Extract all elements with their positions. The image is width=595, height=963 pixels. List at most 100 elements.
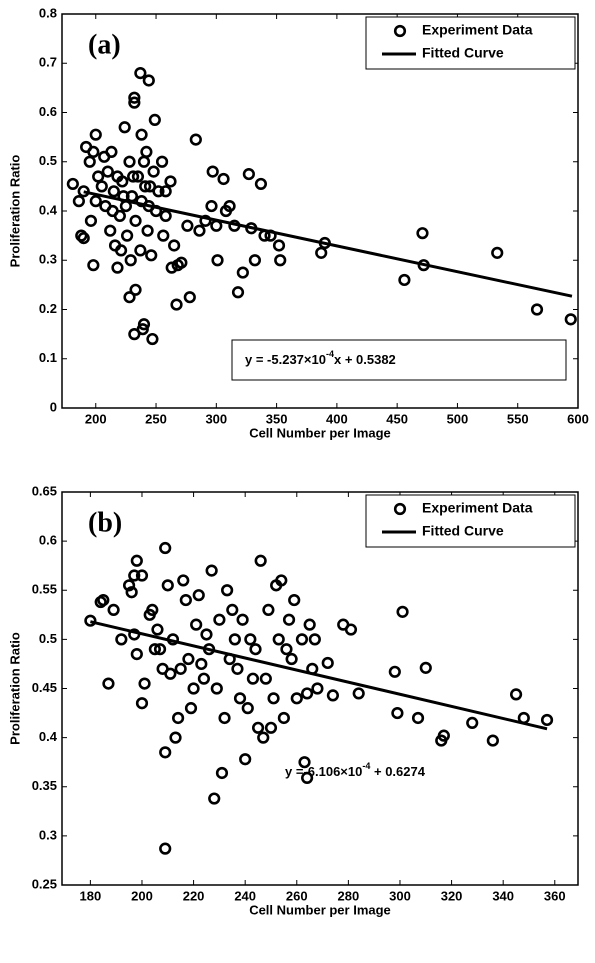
- data-point: [104, 224, 117, 237]
- data-point: [321, 656, 334, 670]
- y-tick-label: 0.1: [39, 350, 57, 365]
- data-point: [301, 771, 314, 785]
- data-point: [246, 672, 260, 685]
- data-point: [131, 170, 145, 183]
- y-axis-label: Proliferation Ratio: [7, 155, 22, 268]
- x-tick-label: 450: [386, 411, 408, 426]
- data-point: [83, 155, 96, 168]
- data-point: [282, 613, 296, 626]
- data-point: [95, 180, 108, 193]
- data-point: [419, 661, 432, 674]
- data-point: [509, 688, 523, 701]
- data-point: [437, 729, 450, 742]
- data-point: [128, 569, 141, 582]
- data-point: [251, 721, 265, 734]
- data-point: [66, 177, 79, 191]
- data-point: [146, 603, 159, 617]
- data-point: [165, 261, 178, 274]
- annotation: y = -5.237×10-4x + 0.5382: [245, 349, 396, 367]
- data-point: [187, 682, 200, 695]
- legend-label: Experiment Data: [422, 22, 533, 38]
- data-point: [130, 554, 143, 567]
- data-point: [290, 692, 303, 705]
- annotation-suffix: x + 0.5382: [334, 352, 396, 367]
- y-tick-label: 0.2: [39, 301, 57, 316]
- annotation-suffix: + 0.6274: [370, 764, 425, 779]
- data-point: [274, 254, 287, 267]
- data-point: [75, 229, 88, 242]
- data-point: [87, 145, 100, 158]
- data-point: [123, 155, 136, 168]
- data-point: [153, 643, 167, 656]
- data-point: [135, 128, 148, 141]
- x-tick-label: 240: [234, 888, 256, 903]
- data-point: [228, 633, 241, 646]
- data-point: [211, 254, 224, 267]
- data-point: [195, 657, 208, 671]
- y-tick-label: 0.25: [32, 876, 57, 891]
- data-point: [87, 259, 100, 272]
- data-point: [105, 145, 118, 158]
- y-tick-label: 0.6: [39, 104, 57, 119]
- data-point: [155, 155, 169, 168]
- data-point: [254, 177, 268, 191]
- x-axis-label: Cell Number per Image: [249, 902, 391, 917]
- data-point: [129, 214, 142, 227]
- data-point: [177, 574, 190, 587]
- data-point: [159, 541, 172, 555]
- data-point: [254, 554, 267, 567]
- data-point: [182, 652, 195, 666]
- data-point: [280, 643, 293, 656]
- data-point: [352, 687, 365, 700]
- data-point: [241, 702, 254, 715]
- data-point: [128, 96, 141, 109]
- y-tick-label: 0.5: [39, 631, 57, 646]
- data-point: [231, 662, 244, 675]
- data-point: [134, 244, 147, 257]
- legend-label: Fitted Curve: [422, 523, 504, 539]
- data-point: [139, 180, 152, 193]
- x-tick-label: 260: [286, 888, 308, 903]
- x-tick-label: 200: [85, 411, 107, 426]
- data-point: [122, 579, 136, 592]
- x-tick-label: 300: [389, 888, 411, 903]
- x-tick-label: 500: [447, 411, 469, 426]
- data-point: [142, 74, 155, 87]
- data-point: [275, 574, 288, 587]
- data-point: [226, 603, 239, 617]
- data-point: [388, 665, 401, 678]
- data-point: [106, 204, 119, 218]
- data-point: [411, 711, 425, 725]
- x-tick-label: 200: [131, 888, 153, 903]
- data-point: [303, 618, 316, 631]
- y-axis-label: Proliferation Ratio: [7, 632, 22, 745]
- legend-label: Experiment Data: [422, 500, 533, 516]
- y-tick-label: 0.65: [32, 483, 57, 498]
- data-point: [540, 713, 554, 727]
- data-point: [285, 652, 298, 666]
- data-point: [295, 633, 309, 646]
- data-point: [277, 711, 290, 725]
- data-point: [181, 219, 194, 232]
- annotation-superscript: -4: [362, 761, 370, 771]
- data-point: [301, 687, 314, 700]
- data-point: [210, 682, 223, 695]
- data-point: [84, 214, 98, 227]
- panel-label: (b): [88, 507, 122, 538]
- data-point: [172, 711, 185, 725]
- data-point: [491, 246, 504, 259]
- y-tick-label: 0.55: [32, 582, 57, 597]
- data-point: [396, 605, 409, 618]
- fitted-line: [83, 190, 573, 298]
- data-point: [239, 753, 252, 766]
- x-tick-label: 220: [183, 888, 205, 903]
- data-point: [190, 618, 203, 631]
- data-point: [169, 731, 182, 744]
- data-point: [272, 239, 286, 252]
- data-point: [189, 133, 202, 146]
- data-point: [107, 185, 120, 198]
- data-point: [159, 209, 172, 223]
- x-tick-label: 600: [567, 411, 589, 426]
- data-point: [205, 199, 218, 213]
